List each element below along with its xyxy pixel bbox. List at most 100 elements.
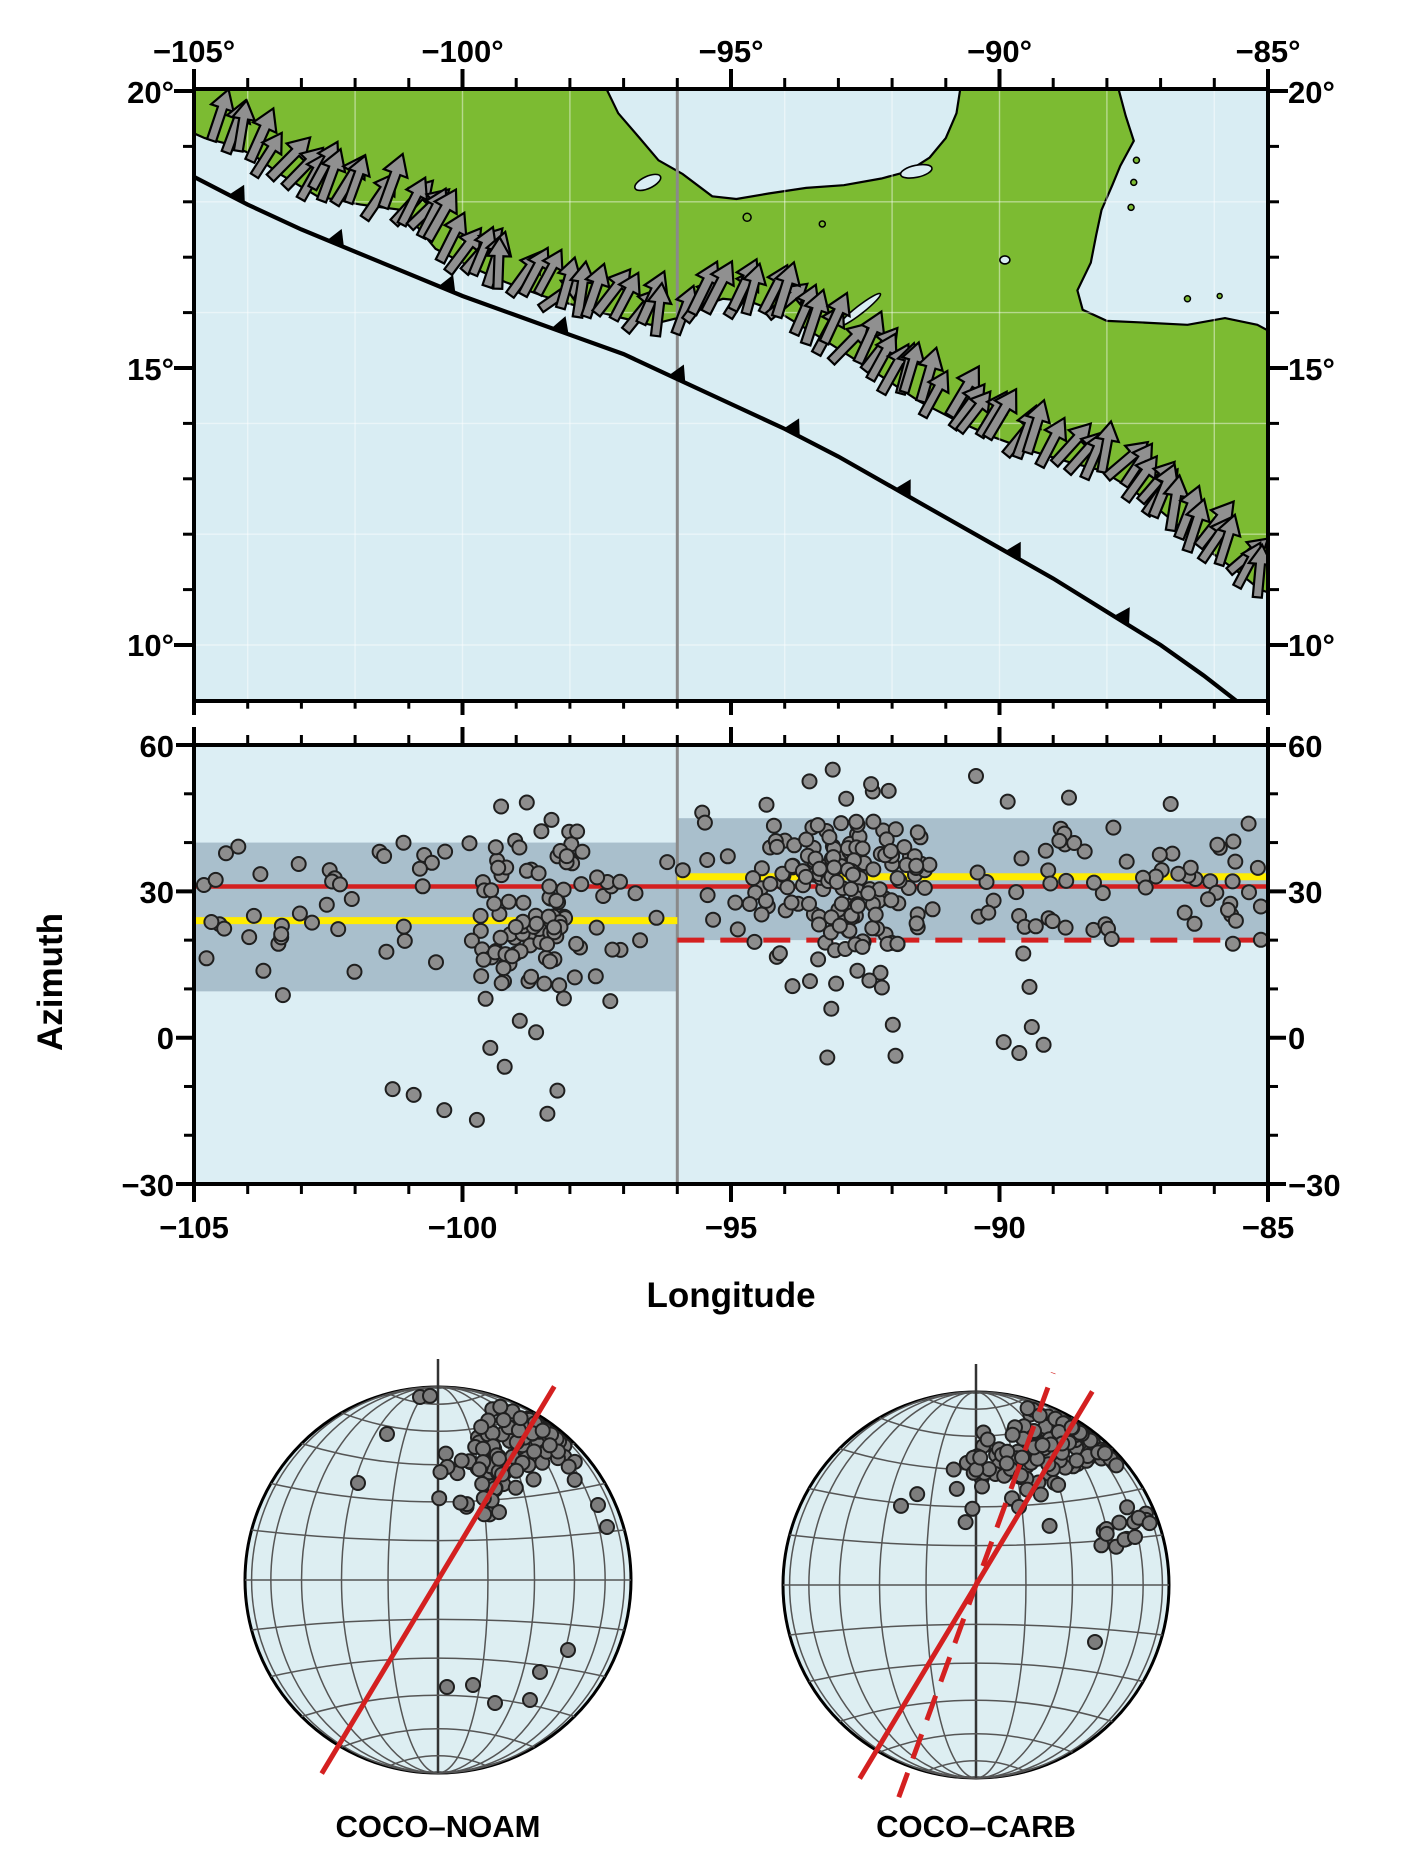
azimuth-point xyxy=(330,921,347,938)
azimuth-point xyxy=(1044,913,1061,930)
stereonet-point xyxy=(507,1479,524,1496)
azimuth-point xyxy=(405,1086,422,1103)
slip-vector-arrow xyxy=(864,331,898,383)
azimuth-point xyxy=(395,918,412,935)
azimuth-point xyxy=(828,874,845,890)
azimuth-point xyxy=(1086,874,1102,891)
azimuth-point xyxy=(1013,850,1030,867)
azimuth-point xyxy=(674,862,691,879)
azimuth-point xyxy=(252,866,269,883)
coastal-lagoon xyxy=(634,173,662,192)
map-lon-label: −85° xyxy=(1236,34,1301,69)
slip-vector-arrow xyxy=(377,151,409,211)
trench-line xyxy=(194,174,1240,701)
stereonet-point xyxy=(1087,1634,1103,1650)
azimuth-point xyxy=(978,874,995,890)
azimuth-point xyxy=(995,1034,1012,1051)
azimuth-point xyxy=(346,963,363,980)
azimuth-point xyxy=(819,1049,836,1066)
stereonet-point xyxy=(1141,1515,1158,1532)
azimuth-point xyxy=(546,919,562,936)
azimuth-point xyxy=(566,969,583,986)
azimuth-point xyxy=(543,811,560,828)
azimuth-point xyxy=(536,975,553,992)
stereonet-panels xyxy=(243,1359,1171,1799)
stereonet-point xyxy=(525,1471,542,1488)
azimuth-point xyxy=(831,917,848,934)
trench-tooth xyxy=(668,364,686,383)
slip-vector-arrow xyxy=(799,287,831,347)
azimuth-point xyxy=(318,896,335,913)
azimuth-point xyxy=(729,921,746,938)
slip-vector-arrow xyxy=(852,309,886,366)
stereonet-point xyxy=(422,1387,438,1404)
stereonet-parallel xyxy=(341,1728,535,1748)
slip-vector-arrow xyxy=(700,259,735,316)
slip-vector-arrow xyxy=(205,89,236,144)
azimuth-point xyxy=(274,987,291,1004)
azimuth-point xyxy=(880,782,897,799)
azimuth-point xyxy=(539,936,556,953)
azimuth-scatter-panel xyxy=(176,727,1286,1202)
azimuth-point xyxy=(245,907,262,924)
stereonet-point xyxy=(1098,1525,1115,1542)
map-lat-label-right: 20° xyxy=(1288,75,1335,110)
stereonet-point xyxy=(560,1458,577,1475)
scatter-y-label-right: 30 xyxy=(1288,875,1322,910)
stereonet-0 xyxy=(243,1359,633,1775)
island xyxy=(1183,295,1192,303)
azimuth-point xyxy=(867,906,884,923)
azimuth-point xyxy=(1186,915,1203,932)
azimuth-point xyxy=(1182,859,1199,876)
plate-motion-line-solid xyxy=(319,1385,557,1775)
azimuth-point xyxy=(798,831,815,848)
stereonet-point xyxy=(972,1449,989,1466)
stereonet-parallel xyxy=(879,1733,1073,1753)
azimuth-point xyxy=(483,882,500,899)
slip-vector-arrow xyxy=(1034,416,1068,470)
azimuth-point xyxy=(838,790,855,807)
slip-vector-arrow xyxy=(645,281,674,338)
slip-vector-arrow xyxy=(434,210,468,265)
azimuth-point xyxy=(486,895,503,912)
azimuth-point xyxy=(378,943,395,960)
map-lon-label: −95° xyxy=(699,34,764,69)
azimuth-point xyxy=(797,868,814,885)
azimuth-point xyxy=(473,968,490,985)
stereonet-point xyxy=(1096,1445,1113,1462)
stereonet-1 xyxy=(781,1364,1171,1799)
azimuth-point xyxy=(463,932,480,949)
azimuth-point xyxy=(1151,846,1168,863)
stereonet-point xyxy=(474,1476,491,1492)
azimuth-point xyxy=(969,864,986,881)
stereonet-parallel xyxy=(301,1694,575,1718)
azimuth-point xyxy=(848,813,865,830)
stereonet-label-coco-noam: COCO–NOAM xyxy=(336,1809,541,1844)
azimuth-point xyxy=(495,960,512,977)
slip-vector-arrow xyxy=(230,98,257,153)
azimuth-point xyxy=(428,954,444,971)
scatter-x-label: −100 xyxy=(428,1210,498,1245)
azimuth-point xyxy=(1224,935,1241,952)
azimuth-point xyxy=(1252,898,1269,915)
azimuth-point xyxy=(860,885,877,902)
map-lat-label-right: 15° xyxy=(1288,352,1335,387)
azimuth-point xyxy=(574,843,591,860)
azimuth-point xyxy=(801,773,818,790)
azimuth-point xyxy=(291,905,308,922)
azimuth-point xyxy=(472,922,489,939)
azimuth-point xyxy=(1249,859,1266,876)
slip-vector-arrow xyxy=(1049,421,1093,469)
azimuth-point xyxy=(549,1082,566,1099)
stereonet-point xyxy=(432,1464,449,1480)
azimuth-point xyxy=(809,817,826,834)
azimuth-point xyxy=(882,843,899,859)
island xyxy=(742,212,752,223)
stereonet-point xyxy=(495,1412,512,1429)
map-lat-label-left: 20° xyxy=(127,75,174,110)
azimuth-point xyxy=(648,909,665,926)
scatter-x-label: −95 xyxy=(705,1210,758,1245)
slip-vector-arrow xyxy=(1147,462,1180,520)
